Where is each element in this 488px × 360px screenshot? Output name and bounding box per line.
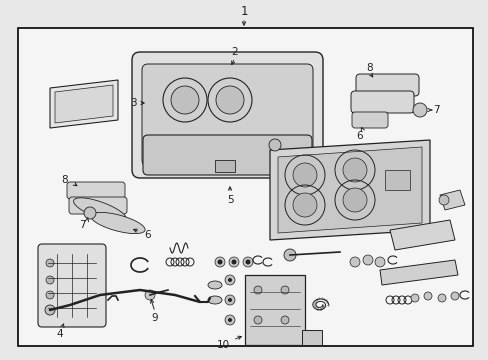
Circle shape [84,207,96,219]
Circle shape [245,260,250,265]
Circle shape [281,316,288,324]
Circle shape [46,291,54,299]
FancyBboxPatch shape [132,52,323,178]
FancyBboxPatch shape [38,244,106,327]
Polygon shape [73,198,126,222]
Circle shape [284,249,295,261]
Circle shape [342,158,366,182]
Circle shape [224,315,235,325]
Circle shape [227,278,231,282]
Circle shape [46,259,54,267]
Text: 2: 2 [231,47,238,57]
Polygon shape [269,140,429,240]
Text: 10: 10 [216,340,229,350]
Bar [18,28,472,346]
Circle shape [227,298,231,302]
Circle shape [342,188,366,212]
FancyBboxPatch shape [351,112,387,128]
Circle shape [224,295,235,305]
Ellipse shape [207,296,222,304]
Polygon shape [278,147,421,233]
Text: 5: 5 [226,195,233,205]
Polygon shape [91,212,145,234]
Circle shape [423,292,431,300]
Circle shape [268,139,281,151]
Text: 9: 9 [151,313,158,323]
Text: 7: 7 [79,220,85,230]
Circle shape [438,195,448,205]
Polygon shape [379,260,457,285]
Circle shape [362,255,372,265]
Bar [302,330,321,345]
Polygon shape [55,85,113,123]
Text: 1: 1 [240,5,247,18]
Circle shape [46,276,54,284]
Text: 4: 4 [57,329,63,339]
Circle shape [253,316,262,324]
Circle shape [171,86,199,114]
Polygon shape [439,190,464,210]
Text: 8: 8 [61,175,68,185]
Ellipse shape [207,281,222,289]
Circle shape [292,193,316,217]
FancyBboxPatch shape [69,197,127,214]
Circle shape [292,163,316,187]
Circle shape [412,103,426,117]
Circle shape [231,260,236,265]
Circle shape [45,305,55,315]
Circle shape [410,294,418,302]
Circle shape [215,257,224,267]
FancyBboxPatch shape [67,182,125,199]
Circle shape [349,257,359,267]
FancyBboxPatch shape [350,91,413,113]
Bar [244,275,305,345]
Bar [215,160,235,172]
Circle shape [227,318,231,322]
Circle shape [281,286,288,294]
Circle shape [450,292,458,300]
FancyBboxPatch shape [142,64,312,166]
Circle shape [253,286,262,294]
Text: 3: 3 [129,98,136,108]
Circle shape [217,260,222,265]
Text: 6: 6 [356,131,363,141]
Text: 7: 7 [432,105,438,115]
Circle shape [228,257,239,267]
Bar [384,170,409,190]
Text: 8: 8 [366,63,372,73]
FancyBboxPatch shape [142,135,311,175]
Text: 6: 6 [144,230,151,240]
Circle shape [145,290,155,300]
FancyBboxPatch shape [355,74,418,96]
Circle shape [224,275,235,285]
Circle shape [243,257,252,267]
Circle shape [437,294,445,302]
Polygon shape [389,220,454,250]
Circle shape [216,86,244,114]
Circle shape [374,257,384,267]
Polygon shape [50,80,118,128]
